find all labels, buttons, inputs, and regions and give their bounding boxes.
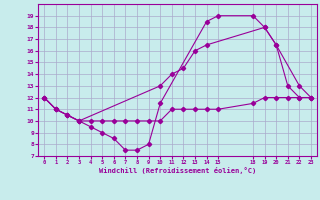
X-axis label: Windchill (Refroidissement éolien,°C): Windchill (Refroidissement éolien,°C) — [99, 167, 256, 174]
